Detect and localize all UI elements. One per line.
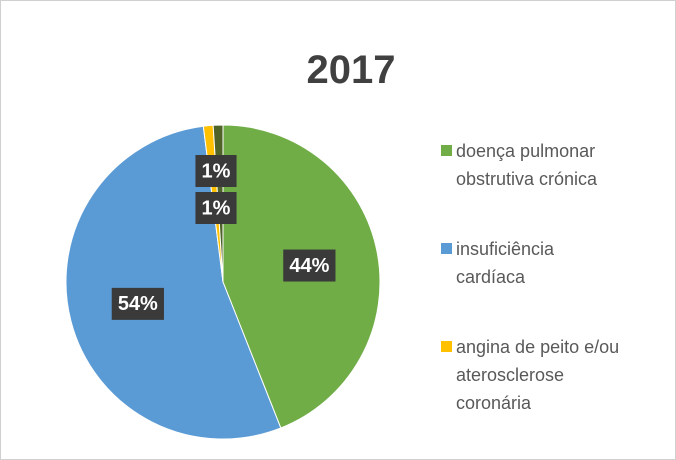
legend-label: angina de peito e/ou aterosclerose coron… <box>456 337 620 413</box>
legend: doença pulmonar obstrutiva crónica insufi… <box>441 137 641 459</box>
value-label-box <box>195 155 237 187</box>
legend-label: doença pulmonar obstrutiva crónica <box>456 141 598 189</box>
legend-entry: angina de peito e/ou aterosclerose coron… <box>441 333 628 417</box>
legend-entry: doença pulmonar obstrutiva crónica <box>441 137 628 193</box>
legend-swatch <box>441 243 452 254</box>
value-label: 54% <box>118 293 158 315</box>
value-label: 1% <box>202 160 231 182</box>
value-label-box <box>283 249 336 282</box>
legend-swatch <box>441 145 452 156</box>
legend-label: insuficiência cardíaca <box>456 239 555 287</box>
legend-entry: insuficiência cardíaca <box>441 235 628 291</box>
legend-swatch <box>441 341 452 352</box>
value-label-box <box>195 192 237 224</box>
value-label: 44% <box>289 255 329 277</box>
chart-title: 2017 <box>307 48 396 92</box>
value-label-box <box>111 287 164 320</box>
value-label: 1% <box>202 197 231 219</box>
pie-slice <box>65 125 282 440</box>
